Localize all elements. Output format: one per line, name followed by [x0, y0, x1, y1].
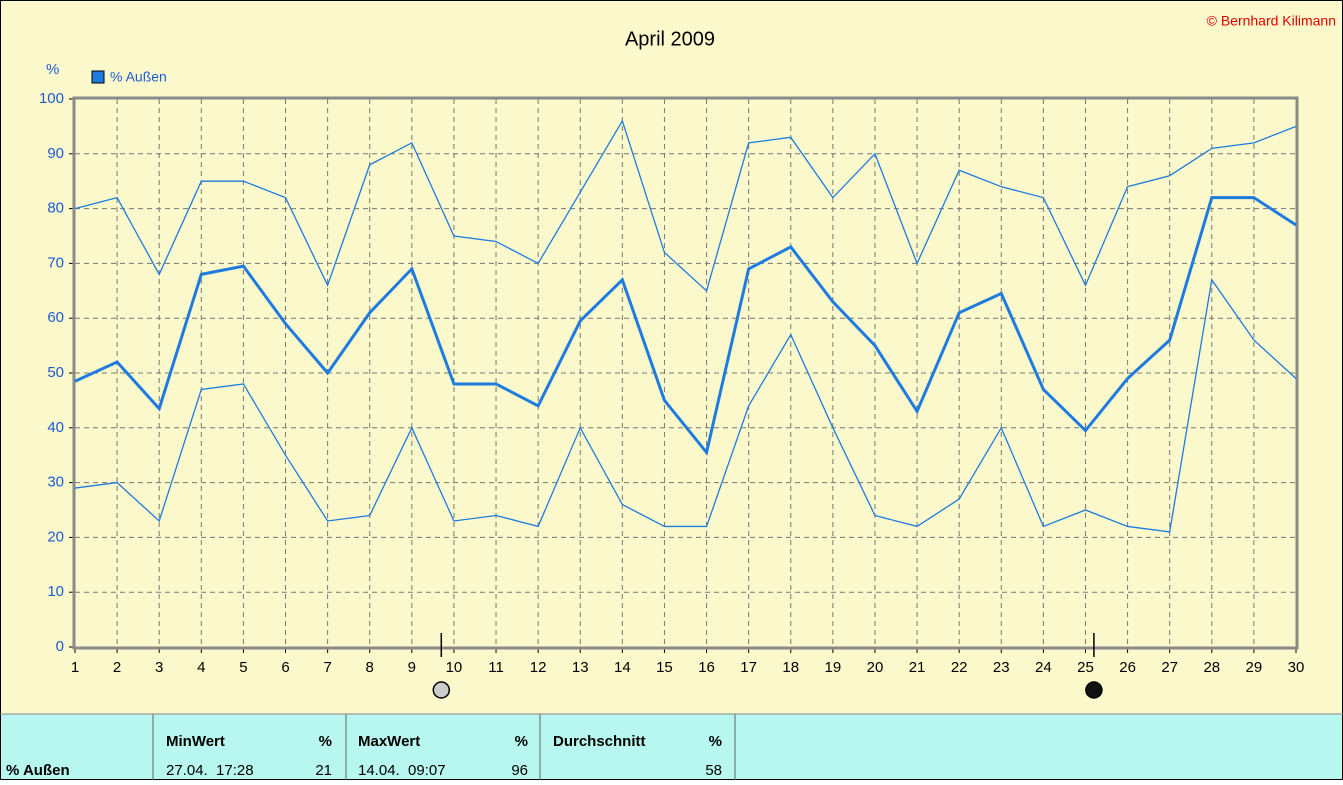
x-tick-label: 18	[782, 659, 799, 676]
x-tick-label: 28	[1203, 659, 1220, 676]
table-cell: 58	[705, 762, 722, 779]
x-tick-label: 24	[1035, 659, 1052, 676]
table-cell: 21	[315, 762, 332, 779]
table-header: %	[515, 733, 528, 750]
plot-border	[72, 96, 1299, 650]
copyright: © Bernhard Kilimann	[1207, 13, 1336, 29]
table-header: %	[709, 733, 722, 750]
y-tick-label: 0	[56, 638, 64, 655]
table-background	[0, 714, 1343, 780]
x-tick-label: 8	[366, 659, 374, 676]
x-tick-label: 29	[1246, 659, 1263, 676]
table-cell: 14.04. 09:07	[358, 762, 446, 779]
y-tick-label: 30	[47, 474, 64, 491]
x-tick-label: 13	[572, 659, 589, 676]
x-tick-label: 1	[71, 659, 79, 676]
x-tick-label: 27	[1161, 659, 1178, 676]
table-header: %	[319, 733, 332, 750]
table-cell: 96	[511, 762, 528, 779]
y-tick-label: 90	[47, 145, 64, 162]
y-tick-label: 80	[47, 200, 64, 217]
table-header: Durchschnitt	[553, 733, 646, 750]
y-tick-label: 40	[47, 419, 64, 436]
x-tick-label: 16	[698, 659, 715, 676]
x-tick-label: 22	[951, 659, 968, 676]
legend-label: % Außen	[110, 69, 167, 85]
x-tick-label: 26	[1119, 659, 1136, 676]
line	[74, 119, 1297, 292]
x-tick-label: 3	[155, 659, 163, 676]
table-row-label: % Außen	[6, 762, 70, 779]
x-tick-label: 30	[1288, 659, 1305, 676]
legend-swatch	[91, 70, 105, 84]
y-tick-label: 20	[47, 528, 64, 545]
x-tick-label: 25	[1077, 659, 1094, 676]
x-tick-label: 19	[825, 659, 842, 676]
line	[74, 196, 1297, 456]
x-tick-label: 2	[113, 659, 121, 676]
chart-title: April 2009	[625, 28, 715, 50]
table-cell: 27.04. 17:28	[166, 762, 254, 779]
y-tick-label: 60	[47, 309, 64, 326]
x-tick-label: 14	[614, 659, 631, 676]
x-tick-label: 5	[239, 659, 247, 676]
moon-icon	[432, 681, 451, 699]
x-tick-label: 15	[656, 659, 673, 676]
x-tick-label: 21	[909, 659, 926, 676]
x-tick-label: 11	[488, 659, 504, 676]
x-tick-label: 17	[740, 659, 757, 676]
moon-icon	[1085, 681, 1103, 699]
x-tick-label: 12	[530, 659, 547, 676]
x-tick-label: 20	[867, 659, 884, 676]
x-tick-label: 10	[446, 659, 463, 676]
y-tick-label: 100	[39, 90, 64, 107]
y-tick-label: 50	[47, 364, 64, 381]
y-tick-label: 10	[47, 583, 64, 600]
y-tick-label: 70	[47, 254, 64, 271]
line	[74, 278, 1297, 533]
x-tick-label: 7	[323, 659, 331, 676]
x-tick-label: 6	[281, 659, 289, 676]
table-header: MinWert	[166, 733, 225, 750]
x-tick-label: 23	[993, 659, 1010, 676]
table-header: MaxWert	[358, 733, 420, 750]
x-tick-label: 9	[408, 659, 416, 676]
y-axis-label: %	[46, 61, 59, 78]
x-tick-label: 4	[197, 659, 205, 676]
